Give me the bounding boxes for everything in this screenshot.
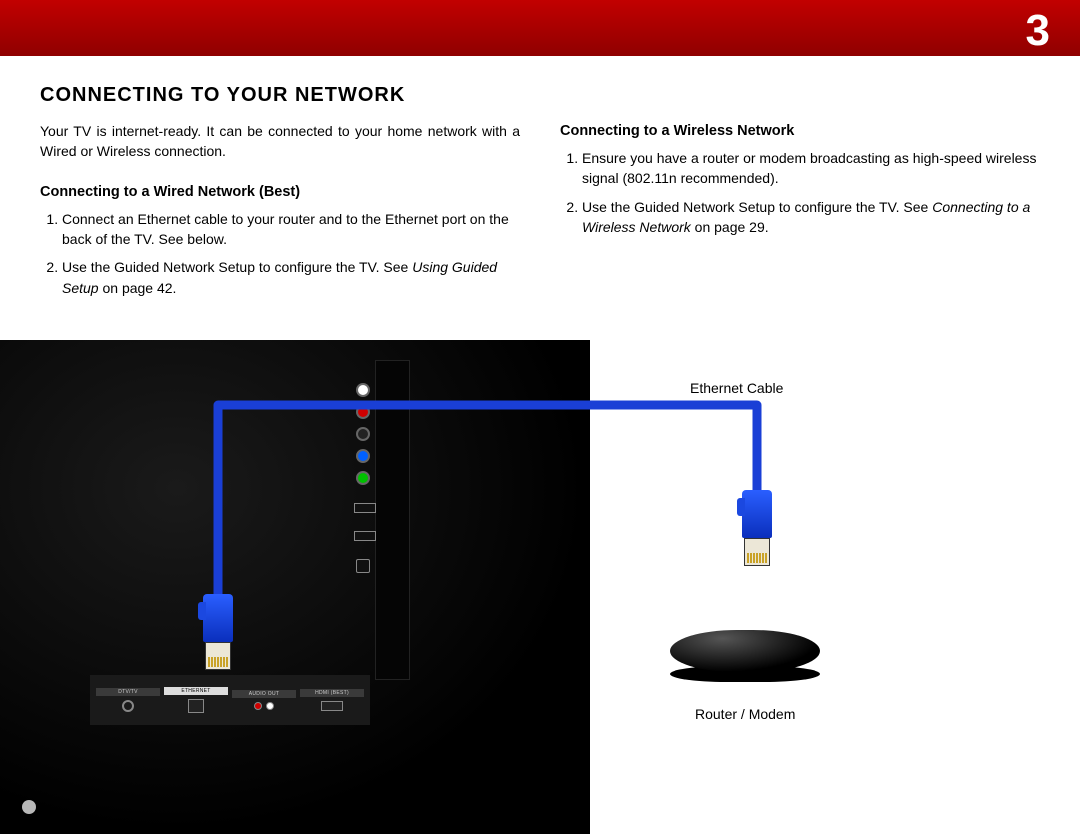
page-banner: 3 <box>0 0 1080 56</box>
wireless-steps: Ensure you have a router or modem broadc… <box>560 148 1040 237</box>
intro-text: Your TV is internet-ready. It can be con… <box>40 121 520 162</box>
router-modem-icon <box>670 630 820 685</box>
ethernet-plug-router-icon <box>739 490 775 566</box>
wireless-title: Connecting to a Wireless Network <box>560 121 1040 142</box>
right-column: Connecting to a Wireless Network Ensure … <box>560 121 1040 310</box>
ethernet-plug-tv-icon <box>200 594 236 670</box>
wired-step-1: Connect an Ethernet cable to your router… <box>62 209 520 250</box>
wireless-step-2: Use the Guided Network Setup to configur… <box>582 197 1040 238</box>
page-indicator-dot-icon <box>22 800 36 814</box>
ethernet-cable-label: Ethernet Cable <box>690 380 783 396</box>
section-title: CONNECTING TO YOUR NETWORK <box>40 84 1040 107</box>
wired-title: Connecting to a Wired Network (Best) <box>40 182 520 203</box>
page-content: CONNECTING TO YOUR NETWORK Your TV is in… <box>0 56 1080 310</box>
wireless-step-1: Ensure you have a router or modem broadc… <box>582 148 1040 189</box>
wired-step-2: Use the Guided Network Setup to configur… <box>62 257 520 298</box>
wired-steps: Connect an Ethernet cable to your router… <box>40 209 520 298</box>
left-column: Your TV is internet-ready. It can be con… <box>40 121 520 310</box>
connection-diagram: DTV/TV ETHERNET AUDIO OUT HDMI (BEST) Et… <box>0 340 1080 834</box>
page-number: 3 <box>1026 6 1050 56</box>
router-label: Router / Modem <box>695 706 795 722</box>
ethernet-cable-icon <box>0 340 1080 834</box>
